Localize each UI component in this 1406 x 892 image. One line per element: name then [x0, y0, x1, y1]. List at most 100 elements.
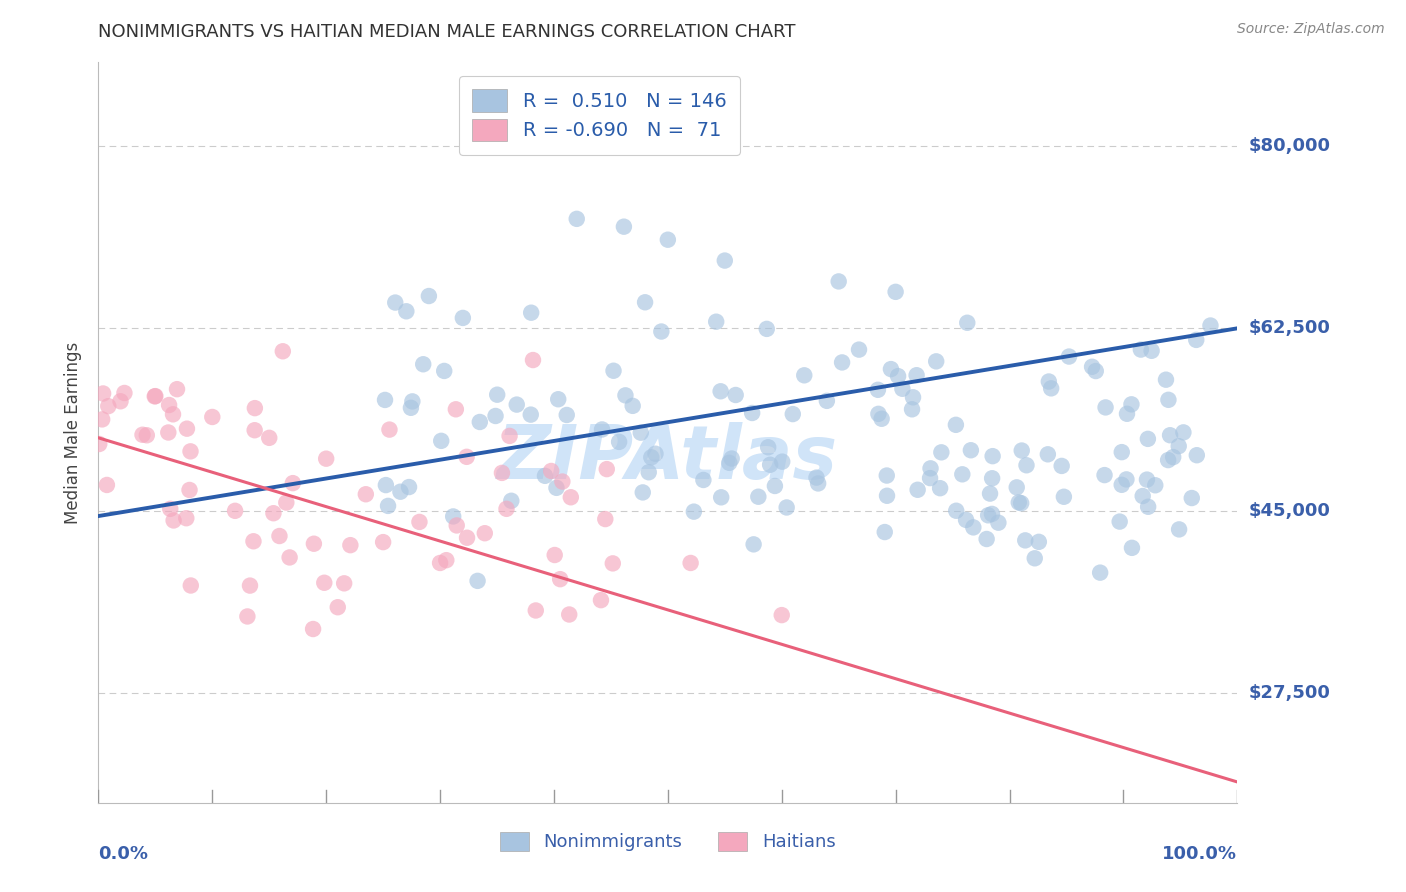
- Point: [276, 495, 298, 509]
- Text: 100.0%: 100.0%: [1163, 845, 1237, 863]
- Point: [692, 473, 714, 487]
- Point: [224, 504, 246, 518]
- Point: [389, 484, 412, 499]
- Point: [1036, 447, 1059, 461]
- Point: [243, 423, 266, 437]
- Point: [884, 285, 907, 299]
- Point: [159, 501, 181, 516]
- Point: [644, 447, 666, 461]
- Point: [1028, 534, 1050, 549]
- Point: [1024, 551, 1046, 566]
- Point: [756, 440, 779, 454]
- Point: [710, 384, 733, 399]
- Point: [945, 417, 967, 432]
- Text: ZIPAtlas: ZIPAtlas: [498, 422, 838, 495]
- Point: [555, 408, 578, 422]
- Point: [901, 390, 924, 404]
- Point: [1038, 375, 1060, 389]
- Point: [1094, 468, 1116, 483]
- Point: [880, 362, 903, 376]
- Point: [239, 578, 262, 592]
- Point: [901, 402, 924, 417]
- Point: [1057, 350, 1080, 364]
- Point: [302, 537, 325, 551]
- Point: [634, 295, 657, 310]
- Y-axis label: Median Male Earnings: Median Male Earnings: [65, 342, 83, 524]
- Point: [848, 343, 870, 357]
- Point: [444, 402, 467, 417]
- Point: [201, 409, 224, 424]
- Text: Source: ZipAtlas.com: Source: ZipAtlas.com: [1237, 22, 1385, 37]
- Point: [176, 422, 198, 436]
- Point: [807, 476, 830, 491]
- Point: [548, 572, 571, 586]
- Text: 0.0%: 0.0%: [98, 845, 149, 863]
- Point: [1111, 478, 1133, 492]
- Point: [1132, 489, 1154, 503]
- Point: [589, 593, 612, 607]
- Point: [1140, 343, 1163, 358]
- Point: [456, 531, 478, 545]
- Point: [1116, 407, 1139, 421]
- Point: [339, 538, 361, 552]
- Point: [931, 445, 953, 459]
- Point: [981, 507, 1004, 521]
- Point: [925, 354, 948, 368]
- Point: [831, 355, 853, 369]
- Point: [977, 508, 1000, 523]
- Point: [1167, 439, 1189, 453]
- Point: [468, 415, 491, 429]
- Point: [873, 524, 896, 539]
- Point: [1168, 522, 1191, 536]
- Point: [602, 557, 624, 571]
- Point: [718, 456, 741, 470]
- Point: [614, 388, 637, 402]
- Point: [1157, 453, 1180, 467]
- Point: [929, 481, 952, 495]
- Point: [1010, 496, 1032, 510]
- Point: [97, 399, 120, 413]
- Point: [315, 451, 337, 466]
- Point: [1121, 397, 1143, 411]
- Point: [96, 478, 118, 492]
- Point: [433, 364, 456, 378]
- Point: [945, 504, 967, 518]
- Point: [905, 368, 928, 383]
- Point: [1050, 458, 1073, 473]
- Point: [1185, 333, 1208, 347]
- Point: [682, 505, 704, 519]
- Point: [430, 434, 453, 448]
- Point: [467, 574, 489, 588]
- Point: [591, 422, 613, 436]
- Point: [595, 512, 617, 526]
- Point: [1181, 491, 1204, 505]
- Text: $80,000: $80,000: [1249, 136, 1330, 155]
- Point: [262, 506, 284, 520]
- Point: [704, 315, 727, 329]
- Point: [418, 289, 440, 303]
- Point: [534, 468, 557, 483]
- Point: [558, 607, 581, 622]
- Point: [429, 556, 451, 570]
- Point: [755, 322, 778, 336]
- Point: [866, 383, 889, 397]
- Point: [1173, 425, 1195, 440]
- Point: [793, 368, 815, 383]
- Point: [1199, 318, 1222, 333]
- Point: [354, 487, 377, 501]
- Point: [596, 462, 619, 476]
- Point: [1136, 432, 1159, 446]
- Point: [242, 534, 264, 549]
- Point: [976, 532, 998, 546]
- Point: [157, 425, 180, 440]
- Point: [710, 491, 733, 505]
- Point: [162, 513, 184, 527]
- Point: [981, 449, 1004, 463]
- Point: [1011, 443, 1033, 458]
- Point: [1121, 541, 1143, 555]
- Point: [278, 550, 301, 565]
- Point: [135, 428, 157, 442]
- Point: [1108, 515, 1130, 529]
- Point: [269, 529, 291, 543]
- Point: [1094, 401, 1116, 415]
